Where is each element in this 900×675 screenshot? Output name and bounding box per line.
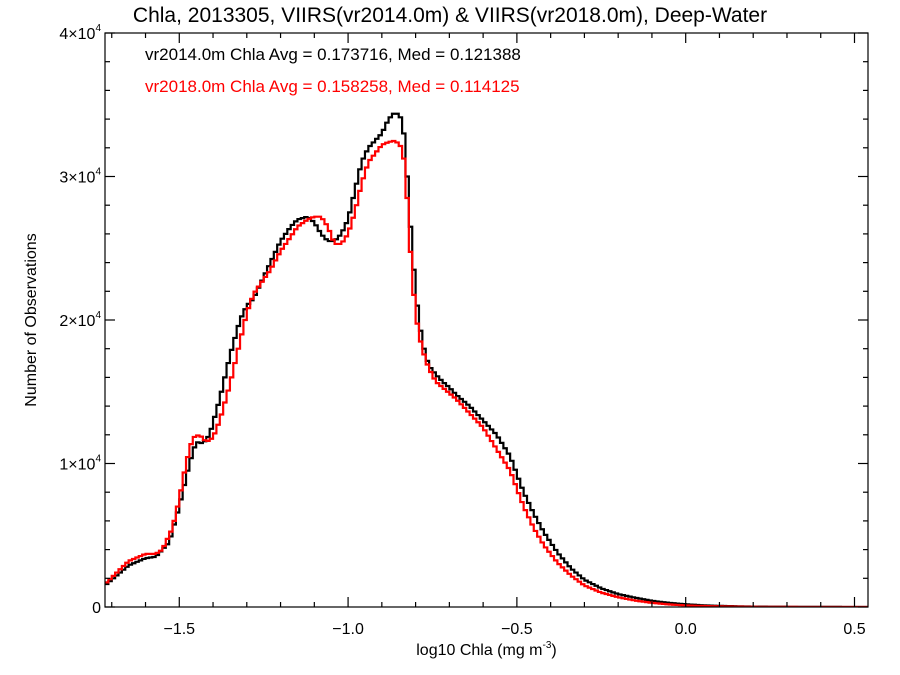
x-axis-label-main: log10 Chla (mg m bbox=[416, 642, 542, 659]
y-tick-label: 0 bbox=[92, 600, 101, 617]
x-axis-label: log10 Chla (mg m-3) bbox=[416, 640, 557, 659]
y-tick-label: 2×104 bbox=[59, 310, 101, 330]
y-tick-label-base: 2×10 bbox=[59, 313, 95, 330]
y-tick-label-exp: 4 bbox=[95, 454, 101, 465]
x-tick-label: −1.5 bbox=[163, 621, 195, 638]
plot-frame bbox=[104, 32, 869, 608]
annotation-vr2018: vr2018.0m Chla Avg = 0.158258, Med = 0.1… bbox=[145, 77, 520, 96]
y-tick-label-base: 0 bbox=[92, 600, 101, 617]
x-tick-label: −0.5 bbox=[501, 621, 533, 638]
chart-title: Chla, 2013305, VIIRS(vr2014.0m) & VIIRS(… bbox=[133, 4, 767, 27]
series-vr2018-line bbox=[105, 139, 868, 607]
y-tick-label-base: 3×10 bbox=[59, 170, 95, 187]
annotation-vr2014: vr2014.0m Chla Avg = 0.173716, Med = 0.1… bbox=[145, 45, 521, 64]
x-axis-label-superscript: -3 bbox=[543, 640, 552, 651]
x-axis-label-tail: ) bbox=[551, 642, 556, 659]
y-tick-label-base: 1×10 bbox=[59, 457, 95, 474]
series-vr2014-line bbox=[105, 112, 868, 607]
x-tick-label: 0.5 bbox=[843, 621, 865, 638]
x-tick-label: 0.0 bbox=[675, 621, 697, 638]
y-tick-label-exp: 4 bbox=[95, 167, 101, 178]
y-tick-label-exp: 4 bbox=[95, 23, 101, 34]
y-axis-label: Number of Observations bbox=[23, 233, 40, 406]
y-tick-label: 1×104 bbox=[59, 454, 101, 474]
y-tick-label: 4×104 bbox=[59, 23, 101, 43]
series-layer bbox=[105, 112, 868, 607]
x-tick-label: −1.0 bbox=[332, 621, 364, 638]
y-tick-label: 3×104 bbox=[59, 167, 101, 187]
y-tick-label-exp: 4 bbox=[95, 310, 101, 321]
y-tick-label-base: 4×10 bbox=[59, 26, 95, 43]
